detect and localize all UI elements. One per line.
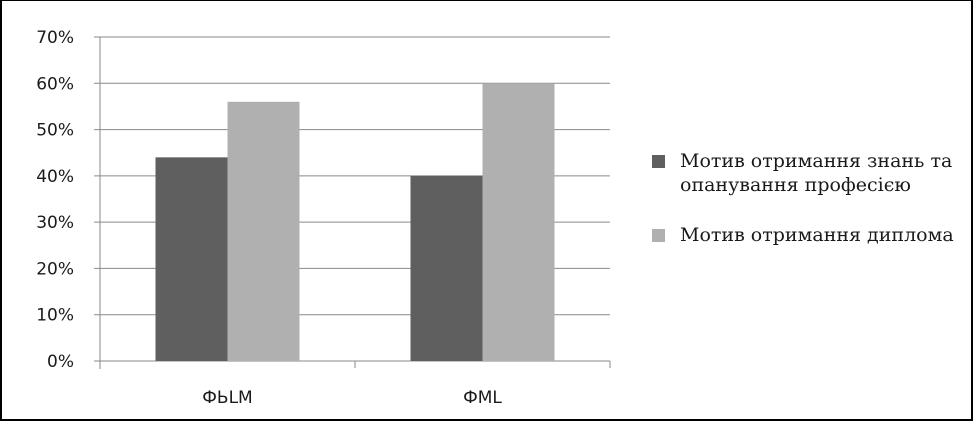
y-tick-label: 50%: [36, 121, 74, 141]
bar-diploma: [482, 83, 555, 362]
y-tick-label: 10%: [36, 306, 74, 326]
y-tick-label: 30%: [36, 213, 74, 233]
legend-swatch-knowledge: [652, 155, 665, 168]
y-tick-label: 60%: [36, 74, 74, 94]
legend-item-knowledge: Мотив отримання знань та опанування проф…: [652, 149, 962, 197]
y-tick-label: 0%: [47, 352, 74, 372]
legend-swatch-diploma: [652, 229, 665, 242]
x-category-label: ФЬLM: [202, 388, 252, 408]
legend-label-knowledge: Мотив отримання знань та опанування проф…: [680, 150, 953, 196]
y-tick-label: 70%: [36, 28, 74, 48]
legend: Мотив отримання знань та опанування проф…: [652, 149, 962, 273]
legend-item-diploma: Мотив отримання диплома: [652, 223, 962, 247]
bar-diploma: [227, 101, 300, 362]
x-category-label: ФML: [463, 388, 502, 408]
y-tick-label: 20%: [36, 259, 74, 279]
legend-label-diploma: Мотив отримання диплома: [680, 224, 954, 246]
bar-knowledge: [155, 157, 228, 361]
bar-knowledge: [410, 175, 483, 361]
y-tick-label: 40%: [36, 167, 74, 187]
